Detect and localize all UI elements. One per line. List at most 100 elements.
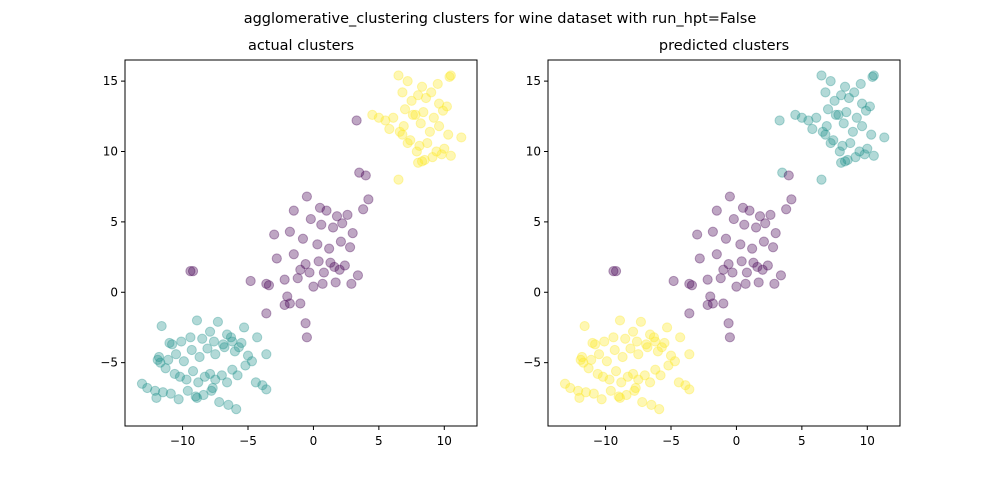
predicted-point (770, 228, 781, 239)
predicted-point (597, 371, 609, 382)
predicted-point (642, 342, 653, 353)
actual-point (347, 228, 358, 239)
predicted-point (758, 236, 770, 247)
predicted-point (588, 388, 599, 399)
predicted-point (613, 391, 624, 402)
predicted-point (635, 316, 647, 327)
predicted-point (737, 202, 749, 213)
actual-point (388, 112, 399, 123)
predicted-clusters-ticks: −10 −5 0 5 10 −5 0 5 10 15 (523, 74, 875, 448)
predicted-clusters-points (559, 70, 890, 415)
predicted-point (781, 204, 792, 215)
predicted-point (736, 256, 747, 267)
predicted-point (637, 396, 648, 408)
predicted-point (601, 356, 612, 367)
predicted-point (740, 278, 751, 289)
predicted-point (833, 109, 844, 121)
predicted-point (849, 87, 860, 98)
predicted-point (707, 298, 718, 309)
actual-point (269, 229, 280, 240)
predicted-point (711, 205, 722, 216)
actual-point (413, 157, 424, 168)
predicted-point (841, 106, 852, 118)
actual-point (393, 174, 404, 185)
actual-point (358, 204, 369, 215)
predicted-point (620, 333, 631, 344)
actual-point (178, 356, 189, 367)
predicted-point (825, 76, 836, 87)
predicted-point (786, 194, 797, 205)
predicted-point (807, 123, 818, 135)
actual-point (436, 149, 447, 160)
actual-point (437, 105, 449, 116)
predicted-point (614, 315, 626, 326)
actual-point (240, 360, 251, 371)
predicted-point (821, 121, 832, 132)
actual-point (288, 205, 299, 216)
actual-point (352, 270, 364, 281)
predicted-point (583, 363, 594, 374)
actual-clusters-title: actual clusters (248, 38, 354, 54)
predicted-point (616, 377, 627, 388)
predicted-point (621, 389, 632, 401)
predicted-point (586, 354, 597, 365)
predicted-point (731, 281, 742, 292)
actual-clusters-frame (124, 59, 478, 427)
actual-point (142, 382, 153, 394)
predicted-point (684, 349, 695, 360)
actual-point (363, 194, 374, 205)
predicted-point (656, 342, 667, 353)
actual-point (330, 277, 341, 288)
predicted-clusters-frame (547, 59, 901, 427)
actual-point (202, 343, 213, 354)
predicted-point (592, 368, 603, 380)
actual-point (384, 123, 395, 135)
predicted-point (854, 146, 865, 157)
actual-point (415, 118, 426, 129)
actual-point (308, 281, 319, 292)
predicted-point (609, 344, 620, 356)
predicted-point (559, 378, 571, 389)
actual-point (198, 389, 209, 401)
actual-point (411, 146, 422, 157)
actual-point (414, 140, 425, 151)
predicted-point (754, 211, 766, 222)
actual-point (181, 374, 192, 385)
predicted-point (684, 308, 695, 319)
actual-point (424, 126, 435, 137)
actual-point (410, 109, 421, 121)
actual-point (443, 129, 454, 140)
actual-point (261, 308, 272, 319)
actual-point (185, 266, 196, 277)
predicted-point (753, 277, 764, 288)
actual-point (380, 115, 391, 126)
predicted-point (655, 370, 666, 381)
predicted-point (862, 143, 873, 154)
predicted-point (860, 105, 872, 116)
actual-point (402, 76, 413, 87)
actual-point (433, 98, 445, 109)
actual-point (263, 280, 275, 291)
predicted-point (669, 356, 681, 367)
predicted-point (686, 280, 698, 291)
predicted-point (843, 92, 855, 104)
predicted-point (633, 349, 644, 360)
actual-point (312, 239, 323, 250)
predicted-point (839, 156, 851, 167)
actual-point (318, 267, 329, 278)
actual-point (406, 95, 417, 106)
predicted-point (694, 253, 705, 264)
actual-point (295, 298, 306, 309)
predicted-point (723, 259, 734, 270)
actual-point (271, 253, 282, 264)
actual-point (444, 71, 455, 82)
actual-point (232, 370, 243, 381)
actual-point (329, 261, 340, 273)
actual-point (445, 70, 456, 81)
actual-point (344, 242, 356, 253)
actual-point (337, 218, 348, 229)
predicted-point (610, 266, 622, 277)
predicted-point (836, 90, 847, 101)
predicted-point (650, 336, 661, 347)
predicted-point (816, 70, 827, 81)
